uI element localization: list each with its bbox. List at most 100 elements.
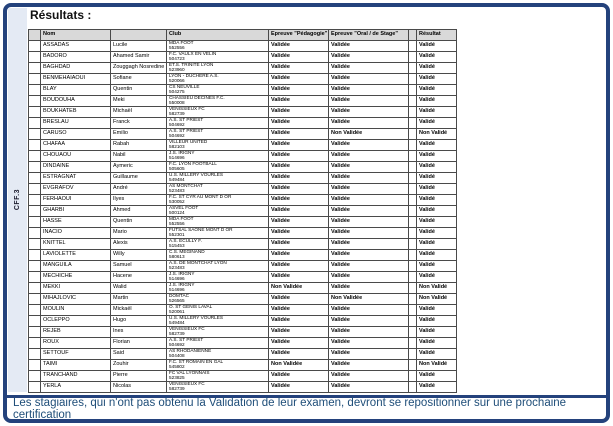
trainee-first-name: Emilio: [110, 128, 167, 140]
table-row: MEKKI Walid J.S. IRIGNY 514696 Non Valid…: [28, 282, 457, 294]
row-gap-cell: [408, 84, 417, 96]
trainee-first-name: Hacene: [110, 271, 167, 283]
row-gap-cell: [408, 194, 417, 206]
club-number: 514696: [169, 155, 185, 160]
page-title: Résultats :: [30, 8, 92, 22]
status-oral: Validée: [328, 370, 409, 382]
table-row: INACIO Mario FUTSAL SAONE MONT D OR 5523…: [28, 227, 457, 239]
table-row: BENMEHAIAOUI Sofiane LYON - DUCHERE A.S.…: [28, 73, 457, 85]
club-number: 582739: [169, 386, 185, 391]
status-oral: Validée: [328, 139, 409, 151]
table-row: MECHICHE Hacene J.S. IRIGNY 514696 Valid…: [28, 271, 457, 283]
status-pedagogie: Validée: [268, 238, 329, 250]
trainee-first-name: Ahmed: [110, 205, 167, 217]
table-row: CARUSO Emilio A.S. ST PRIEST 504692 Vali…: [28, 128, 457, 140]
status-resultat: Non Validé: [416, 359, 457, 371]
club-name: C.S. MEGINAND: [169, 249, 205, 255]
status-oral: Validée: [328, 73, 409, 85]
status-oral: Validée: [328, 304, 409, 316]
trainee-last-name: MANGUILA: [40, 260, 111, 272]
status-pedagogie: Validée: [268, 183, 329, 195]
club-number: 504275: [169, 89, 185, 94]
trainee-first-name: Alexis: [110, 238, 167, 250]
club-name: J.S. IRIGNY: [169, 271, 195, 277]
club-cell: CS NEUVILLE 504275: [166, 84, 269, 96]
header-club: Club: [166, 29, 269, 41]
status-oral: Validée: [328, 238, 409, 250]
trainee-first-name: Ahamed Samir: [110, 51, 167, 63]
status-pedagogie: Validée: [268, 62, 329, 74]
club-name: FC VAL LYONNAIS: [169, 370, 210, 376]
club-name: CHASSIEU DECINES F.C.: [169, 95, 225, 101]
status-resultat: Validé: [416, 315, 457, 327]
club-name: F.C. ST ROMAIN EN GAL: [169, 359, 224, 365]
trainee-first-name: Quentin: [110, 84, 167, 96]
trainee-last-name: ASSADAS: [40, 40, 111, 52]
trainee-last-name: TAIMI: [40, 359, 111, 371]
status-pedagogie: Validée: [268, 40, 329, 52]
row-gap-cell: [408, 73, 417, 85]
table-row: YERLA Nicolas VENISSIEUX FC 582739 Valid…: [28, 381, 457, 393]
row-gap-cell: [408, 315, 417, 327]
club-name: AS MONTCHAT: [169, 183, 203, 189]
row-edge-cell: [28, 194, 41, 206]
status-oral: Validée: [328, 106, 409, 118]
club-name: J.S. IRIGNY: [169, 282, 195, 288]
trainee-last-name: SETTOUF: [40, 348, 111, 360]
trainee-last-name: MECHICHE: [40, 271, 111, 283]
row-edge-cell: [28, 40, 41, 52]
row-gap-cell: [408, 117, 417, 129]
row-gap-cell: [408, 51, 417, 63]
trainee-first-name: Sofiane: [110, 73, 167, 85]
row-gap-cell: [408, 260, 417, 272]
status-oral: Non Validée: [328, 293, 409, 305]
club-name: A.S. ST PRIEST: [169, 337, 204, 343]
table-row: ESTRAGNAT Guillaume U.S. MILLERY VOURLES…: [28, 172, 457, 184]
club-cell: AS RHODANIENNE 504408: [166, 348, 269, 360]
club-cell: J.S. IRIGNY 514696: [166, 150, 269, 162]
footer-note: Les stagiaires, qui n'ont pas obtenu la …: [7, 395, 606, 421]
trainee-last-name: EVGRAFOV: [40, 183, 111, 195]
status-oral: Validée: [328, 95, 409, 107]
table-row: LAVIOLETTE Willy C.S. MEGINAND 580613 Va…: [28, 249, 457, 261]
club-name: CS NEUVILLE: [169, 84, 200, 90]
club-name: ET.S. TRINITE LYON: [169, 62, 214, 68]
status-resultat: Validé: [416, 238, 457, 250]
table-header-row: Nom Club Epreuve "Pédagogie" Epreuve "Or…: [28, 29, 457, 41]
row-edge-cell: [28, 282, 41, 294]
status-pedagogie: Validée: [268, 260, 329, 272]
status-resultat: Validé: [416, 183, 457, 195]
club-cell: VENISSIEUX FC 582739: [166, 326, 269, 338]
club-name: MDA FOOT: [169, 216, 194, 222]
table-row: GHARBI Ahmed ASVEL FOOT 500124 Validée V…: [28, 205, 457, 217]
status-oral: Validée: [328, 150, 409, 162]
status-pedagogie: Validée: [268, 381, 329, 393]
status-resultat: Validé: [416, 249, 457, 261]
club-name: A.S. ST PRIEST: [169, 117, 204, 123]
club-number: 504408: [169, 353, 185, 358]
club-number: 545802: [169, 364, 185, 369]
trainee-first-name: Nicolas: [110, 381, 167, 393]
trainee-last-name: OCLEPPO: [40, 315, 111, 327]
club-cell: F.C. LYON FOOTBALL 505605: [166, 161, 269, 173]
table-row: OCLEPPO Hugo U.S. MILLERY VOURLES 549484…: [28, 315, 457, 327]
row-edge-cell: [28, 359, 41, 371]
club-cell: F.C. ST CYR AU MONT D OR 530052: [166, 194, 269, 206]
status-resultat: Validé: [416, 161, 457, 173]
status-resultat: Validé: [416, 227, 457, 239]
status-pedagogie: Validée: [268, 216, 329, 228]
row-edge-cell: [28, 381, 41, 393]
status-oral: Validée: [328, 227, 409, 239]
trainee-first-name: Nabil: [110, 150, 167, 162]
status-pedagogie: Validée: [268, 326, 329, 338]
status-pedagogie: Validée: [268, 271, 329, 283]
table-row: TRANCHAND Pierre FC VAL LYONNAIS 523825 …: [28, 370, 457, 382]
trainee-last-name: FERHAOUI: [40, 194, 111, 206]
status-pedagogie: Non Validée: [268, 359, 329, 371]
status-resultat: Non Validé: [416, 128, 457, 140]
status-resultat: Validé: [416, 117, 457, 129]
status-pedagogie: Validée: [268, 95, 329, 107]
status-oral: Validée: [328, 326, 409, 338]
footer-note-text: Les stagiaires, qui n'ont pas obtenu la …: [13, 396, 567, 421]
club-name: F.C. VAULX EN VELIN: [169, 51, 217, 57]
